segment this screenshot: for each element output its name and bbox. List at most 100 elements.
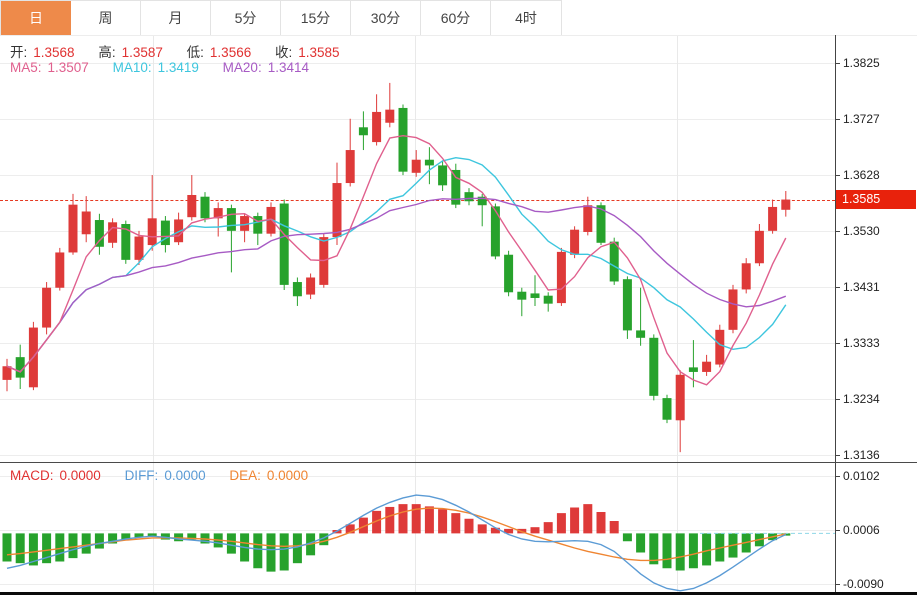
gridline-h bbox=[0, 175, 835, 176]
macd-bar-negative bbox=[292, 533, 302, 564]
y-axis-tick bbox=[835, 584, 840, 585]
ma5-value: 1.3507 bbox=[47, 60, 89, 75]
tab-week[interactable]: 周 bbox=[71, 1, 141, 35]
macd-bar-positive bbox=[372, 510, 382, 534]
ma-legend: MA5: 1.3507 MA10: 1.3419 MA20: 1.3414 bbox=[10, 60, 315, 75]
macd-bar-positive bbox=[398, 504, 408, 534]
macd-bar-negative bbox=[622, 533, 632, 542]
candle-body-up bbox=[68, 204, 78, 253]
macd-chart[interactable] bbox=[0, 462, 835, 592]
candle-body-up bbox=[108, 222, 118, 243]
candle-body-down bbox=[438, 165, 448, 186]
timeframe-tabs: 日 周 月 5分 15分 30分 60分 4时 bbox=[0, 0, 562, 36]
macd-bar-negative bbox=[108, 533, 118, 544]
tab-month[interactable]: 月 bbox=[141, 1, 211, 35]
candles bbox=[2, 82, 791, 453]
candle-body-up bbox=[741, 263, 751, 290]
macd-bar-negative bbox=[147, 533, 157, 537]
tab-30min[interactable]: 30分 bbox=[351, 1, 421, 35]
macd-bar-positive bbox=[411, 504, 421, 534]
macd-bar-negative bbox=[187, 533, 197, 540]
candle-body-down bbox=[530, 293, 540, 298]
candle-body-down bbox=[543, 295, 553, 304]
high-label: 高: bbox=[98, 45, 116, 60]
panel-divider bbox=[0, 462, 917, 463]
candle-body-up bbox=[754, 230, 764, 264]
tab-4hour[interactable]: 4时 bbox=[491, 1, 561, 35]
main-candlestick-chart[interactable] bbox=[0, 35, 835, 462]
candle-body-down bbox=[477, 196, 487, 206]
macd-bar-positive bbox=[464, 518, 474, 534]
gridline-h bbox=[0, 476, 835, 477]
dea-line bbox=[6, 507, 786, 562]
macd-label: MACD: bbox=[10, 468, 54, 483]
macd-bar-negative bbox=[636, 533, 646, 553]
header-divider bbox=[0, 35, 917, 36]
y-axis-label: 1.3825 bbox=[843, 56, 880, 70]
gridline-v bbox=[677, 36, 678, 592]
tab-60min[interactable]: 60分 bbox=[421, 1, 491, 35]
y-axis-tick bbox=[835, 343, 840, 344]
macd-bar-negative bbox=[675, 533, 685, 571]
macd-legend: MACD: 0.0000 DIFF: 0.0000 DEA: 0.0000 bbox=[10, 468, 314, 483]
macd-bar-negative bbox=[662, 533, 672, 569]
candle-body-down bbox=[15, 357, 25, 378]
candle-body-up bbox=[715, 329, 725, 365]
diff-line bbox=[6, 494, 787, 592]
candle-body-down bbox=[490, 206, 500, 257]
tab-15min[interactable]: 15分 bbox=[281, 1, 351, 35]
candle-body-down bbox=[160, 220, 170, 246]
macd-bar-positive bbox=[530, 527, 540, 534]
candle-body-up bbox=[768, 206, 778, 231]
dea-value: 0.0000 bbox=[266, 468, 309, 483]
open-value: 1.3568 bbox=[33, 45, 75, 60]
candle-body-up bbox=[306, 277, 316, 295]
candle-body-down bbox=[688, 367, 698, 372]
candle-body-up bbox=[411, 159, 421, 173]
candle-body-down bbox=[451, 169, 461, 205]
y-axis-tick bbox=[835, 530, 840, 531]
last-price-badge: 1.3585 bbox=[836, 190, 916, 209]
candle-body-down bbox=[464, 192, 474, 202]
ma10-label: MA10: bbox=[112, 60, 152, 75]
candle-body-up bbox=[385, 109, 395, 123]
macd-bar-negative bbox=[266, 533, 276, 572]
macd-bar-positive bbox=[477, 524, 487, 534]
tab-5min[interactable]: 5分 bbox=[211, 1, 281, 35]
close-label: 收: bbox=[274, 45, 293, 60]
candle-body-up bbox=[147, 218, 157, 246]
ma10-line bbox=[6, 156, 787, 373]
candle-body-down bbox=[517, 291, 527, 300]
candle-body-down bbox=[121, 224, 131, 260]
macd-bar-positive bbox=[438, 509, 448, 534]
diff-value: 0.0000 bbox=[164, 468, 206, 483]
macd-bar-negative bbox=[2, 533, 12, 562]
y-axis-tick bbox=[835, 399, 840, 400]
macd-bar-positive bbox=[358, 517, 368, 534]
ma20-value: 1.3414 bbox=[267, 60, 309, 75]
candle-body-down bbox=[609, 241, 619, 282]
candle-body-up bbox=[556, 251, 566, 304]
quote-bar: 开: 1.3568 高: 1.3587 低: 1.3566 收: 1.3585 bbox=[10, 41, 346, 61]
high-value: 1.3587 bbox=[121, 45, 163, 60]
macd-bar-negative bbox=[68, 533, 78, 559]
candle-body-up bbox=[345, 150, 355, 184]
tab-day[interactable]: 日 bbox=[1, 1, 71, 35]
candle-body-up bbox=[266, 206, 276, 234]
macd-bar-positive bbox=[490, 527, 500, 534]
y-axis-tick bbox=[835, 63, 840, 64]
candle-body-down bbox=[649, 337, 659, 396]
macd-bar-positive bbox=[345, 524, 355, 534]
macd-bar-negative bbox=[702, 533, 712, 566]
gridline-h bbox=[0, 287, 835, 288]
gridline-h bbox=[0, 584, 835, 585]
candle-body-down bbox=[636, 330, 646, 338]
candle-body-up bbox=[134, 236, 144, 260]
candle-body-up bbox=[570, 229, 580, 255]
y-axis-label: 0.0006 bbox=[843, 523, 880, 537]
macd-bar-negative bbox=[55, 533, 65, 562]
ma10-value: 1.3419 bbox=[157, 60, 199, 75]
gridline-h bbox=[0, 343, 835, 344]
candle-body-up bbox=[2, 366, 12, 380]
macd-bar-negative bbox=[42, 533, 52, 564]
